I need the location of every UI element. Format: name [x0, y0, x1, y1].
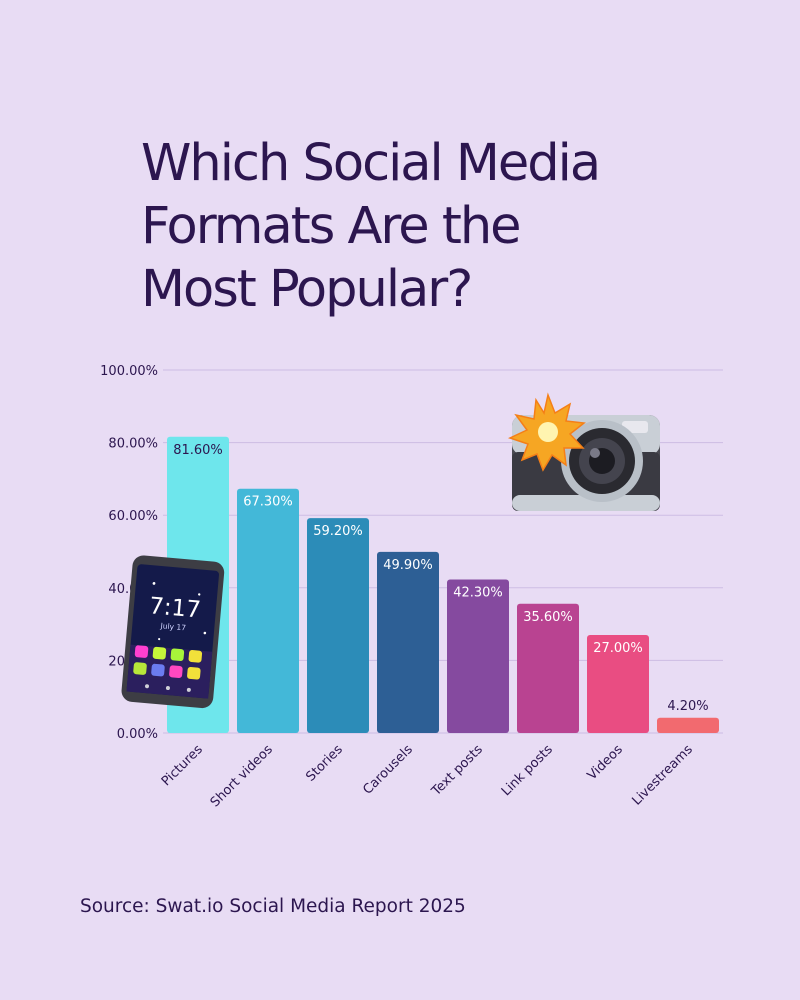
y-tick-label: 80.00% [108, 437, 158, 452]
bar [307, 518, 369, 733]
bar [657, 717, 719, 733]
source-note: Source: Swat.io Social Media Report 2025 [80, 896, 466, 917]
data-label: 81.60% [173, 443, 223, 458]
title-line: Most Popular? [141, 260, 473, 319]
phone-date-text: July 17 [159, 621, 186, 632]
phone-time-text: 7:17 [148, 593, 202, 623]
data-label: 42.30% [453, 585, 503, 600]
data-label: 4.20% [667, 699, 708, 714]
x-tick-label: Stories [303, 742, 346, 785]
page-title: Which Social Media Formats Are the Most … [141, 132, 741, 321]
x-tick-label: Link posts [499, 742, 556, 799]
x-tick-label: Videos [585, 742, 626, 783]
x-tick-label: Carousels [360, 742, 416, 798]
camera-flash-icon [507, 392, 660, 511]
y-tick-label: 0.00% [117, 727, 158, 742]
smartphone-icon: 7:17 July 17 [121, 555, 225, 709]
x-tick-label: Livestreams [629, 742, 696, 809]
x-tick-label: Short videos [208, 742, 276, 810]
bar [447, 579, 509, 733]
bar [237, 488, 299, 733]
category-layer: Pictures Short videos Stories Carousels Text… [159, 742, 696, 810]
y-tick-label: 60.00% [108, 509, 158, 524]
y-tick-label: 100.00% [100, 364, 158, 379]
title-line: Which Social Media [141, 134, 601, 193]
bar [517, 603, 579, 733]
bar [587, 634, 649, 733]
data-label: 49.90% [383, 558, 433, 573]
data-label: 67.30% [243, 495, 293, 510]
title-line: Formats Are the [141, 197, 522, 256]
data-label: 59.20% [313, 524, 363, 539]
x-tick-label: Text posts [428, 742, 486, 800]
x-tick-label: Pictures [159, 742, 206, 789]
bar [377, 551, 439, 733]
data-label: 27.00% [593, 641, 643, 656]
data-label: 35.60% [523, 610, 573, 625]
